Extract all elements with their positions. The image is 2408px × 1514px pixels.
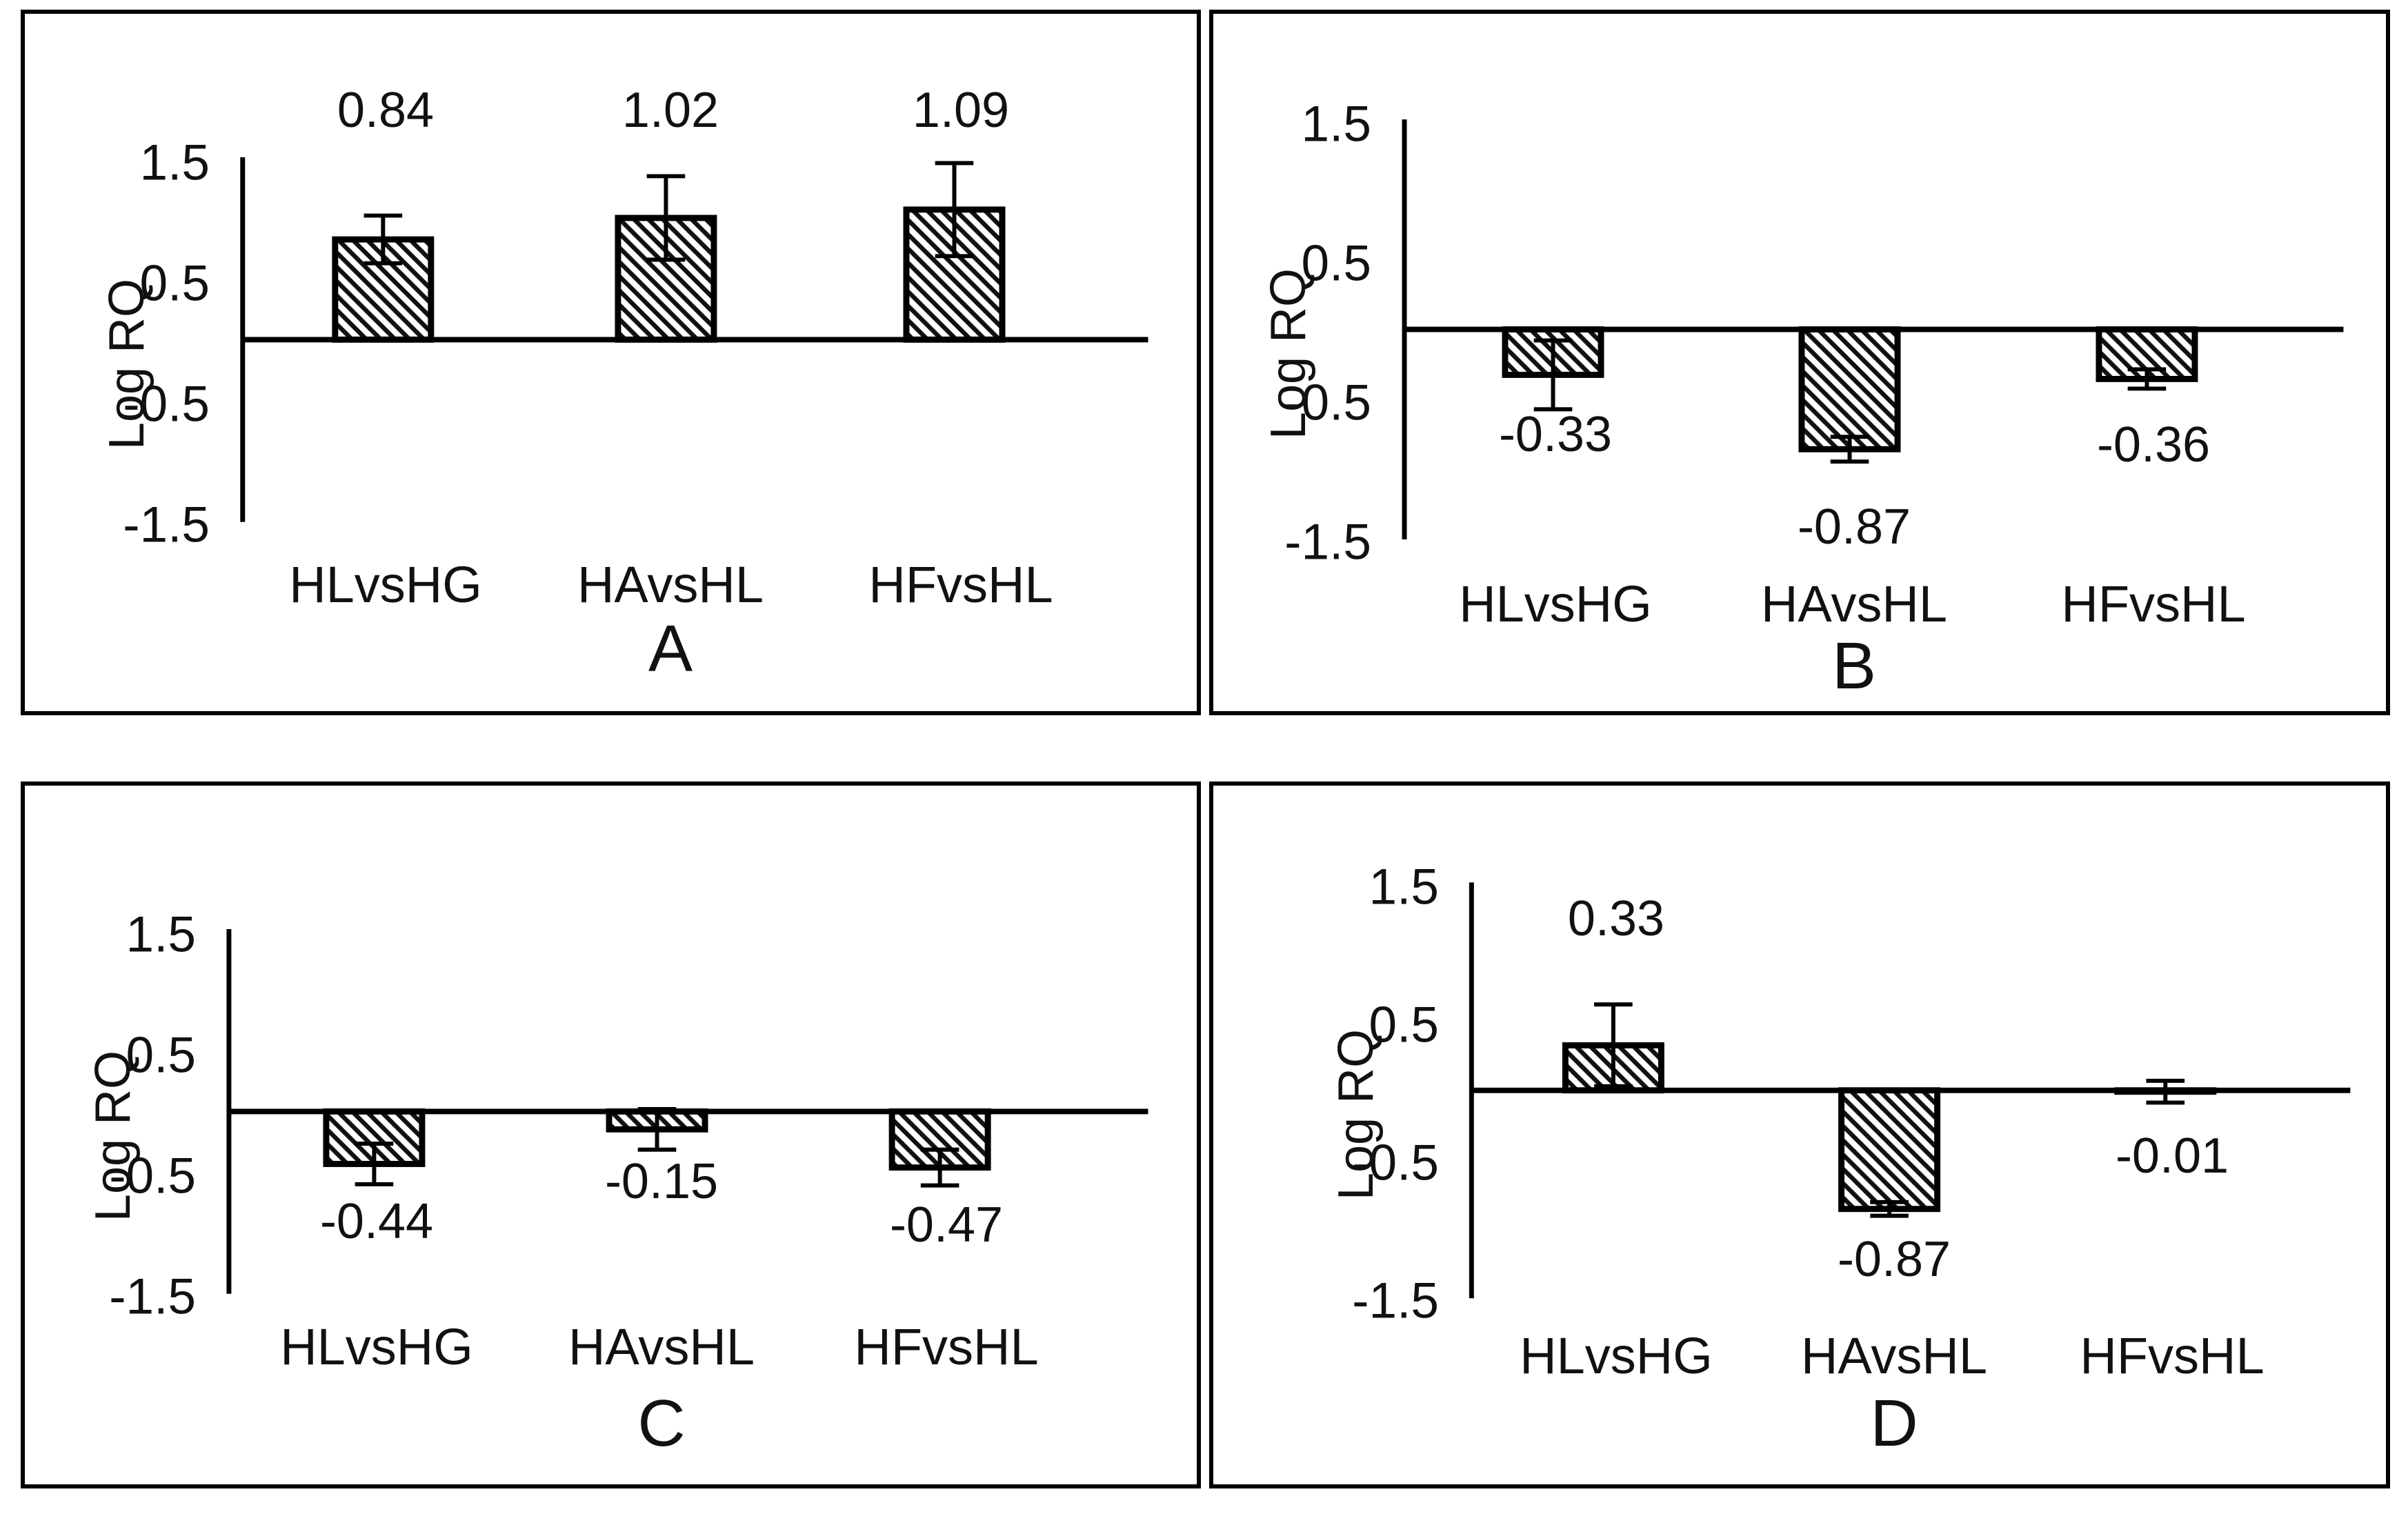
y-tick-label: -1.5: [1284, 514, 1371, 570]
panel-letter: C: [637, 1386, 686, 1460]
y-tick-label: 0.5: [139, 255, 210, 311]
panel-a: 1.5 0.5 -0.5 -1.5 Log RQ 0.84 1.02 1.09 …: [21, 10, 1201, 715]
value-label: 0.84: [337, 83, 435, 139]
panel-letter: B: [1831, 629, 1877, 703]
panel-b: 1.5 0.5 -0.5 -1.5 Log RQ -0.33 -0.87 -0.…: [1209, 10, 2390, 715]
chart-c-svg: [226, 929, 1148, 1294]
y-tick-label: -0.5: [1352, 1135, 1439, 1191]
panel-d: 1.5 0.5 -0.5 -1.5 Log RQ 0.33 -0.87 -0.0…: [1209, 781, 2390, 1488]
category-label: HLvsHG: [1459, 575, 1652, 633]
category-label: HAvsHL: [1760, 575, 1948, 633]
y-axis-label: Log RQ: [1261, 268, 1316, 440]
panel-c: 1.5 0.5 -0.5 -1.5 Log RQ -0.44 -0.15 -0.…: [21, 781, 1201, 1488]
y-axis-label: Log RQ: [86, 1050, 141, 1222]
y-tick-label: 1.5: [139, 135, 210, 190]
value-label: -0.36: [2096, 417, 2211, 472]
value-label: -0.87: [1837, 1232, 1951, 1287]
y-axis-label: Log RQ: [99, 278, 155, 450]
value-label: -0.15: [604, 1154, 719, 1210]
y-tick-label: 1.5: [1301, 96, 1371, 152]
y-tick-label: 0.5: [126, 1027, 196, 1083]
value-label: -0.87: [1797, 499, 1911, 555]
y-axis-label: Log RQ: [1329, 1028, 1384, 1201]
chart-b-svg: [1402, 119, 2344, 539]
value-label: 1.09: [912, 83, 1010, 139]
y-tick-label: -1.5: [109, 1268, 196, 1324]
y-tick-label: -0.5: [123, 376, 210, 432]
category-label: HLvsHG: [289, 556, 482, 613]
value-label: 1.02: [621, 83, 719, 139]
y-tick-label: 0.5: [1369, 997, 1439, 1053]
y-tick-label: -1.5: [1352, 1273, 1439, 1329]
category-label: HFvsHL: [854, 1318, 1039, 1375]
chart-a-svg: [240, 157, 1148, 522]
panel-letter: A: [648, 612, 693, 686]
y-tick-label: -0.5: [109, 1148, 196, 1204]
value-label: -0.01: [2115, 1128, 2229, 1184]
category-label: HLvsHG: [1520, 1327, 1713, 1384]
value-label: -0.47: [889, 1197, 1004, 1253]
category-label: HFvsHL: [2080, 1327, 2265, 1384]
category-label: HLvsHG: [280, 1318, 473, 1375]
category-label: HFvsHL: [2061, 575, 2246, 633]
value-label: -0.33: [1498, 407, 1613, 463]
y-tick-label: 0.5: [1301, 235, 1371, 292]
category-label: HFvsHL: [868, 556, 1053, 613]
category-label: HAvsHL: [577, 556, 764, 613]
y-tick-label: 1.5: [1369, 859, 1439, 915]
category-label: HAvsHL: [1800, 1327, 1988, 1384]
category-label: HAvsHL: [568, 1318, 755, 1375]
value-label: -0.44: [319, 1194, 434, 1249]
chart-d-svg: [1469, 882, 2351, 1299]
y-tick-label: 1.5: [126, 906, 196, 962]
value-label: 0.33: [1567, 891, 1665, 946]
y-tick-label: -0.5: [1284, 375, 1371, 431]
y-tick-label: -1.5: [123, 497, 210, 552]
panel-letter: D: [1870, 1386, 1918, 1460]
